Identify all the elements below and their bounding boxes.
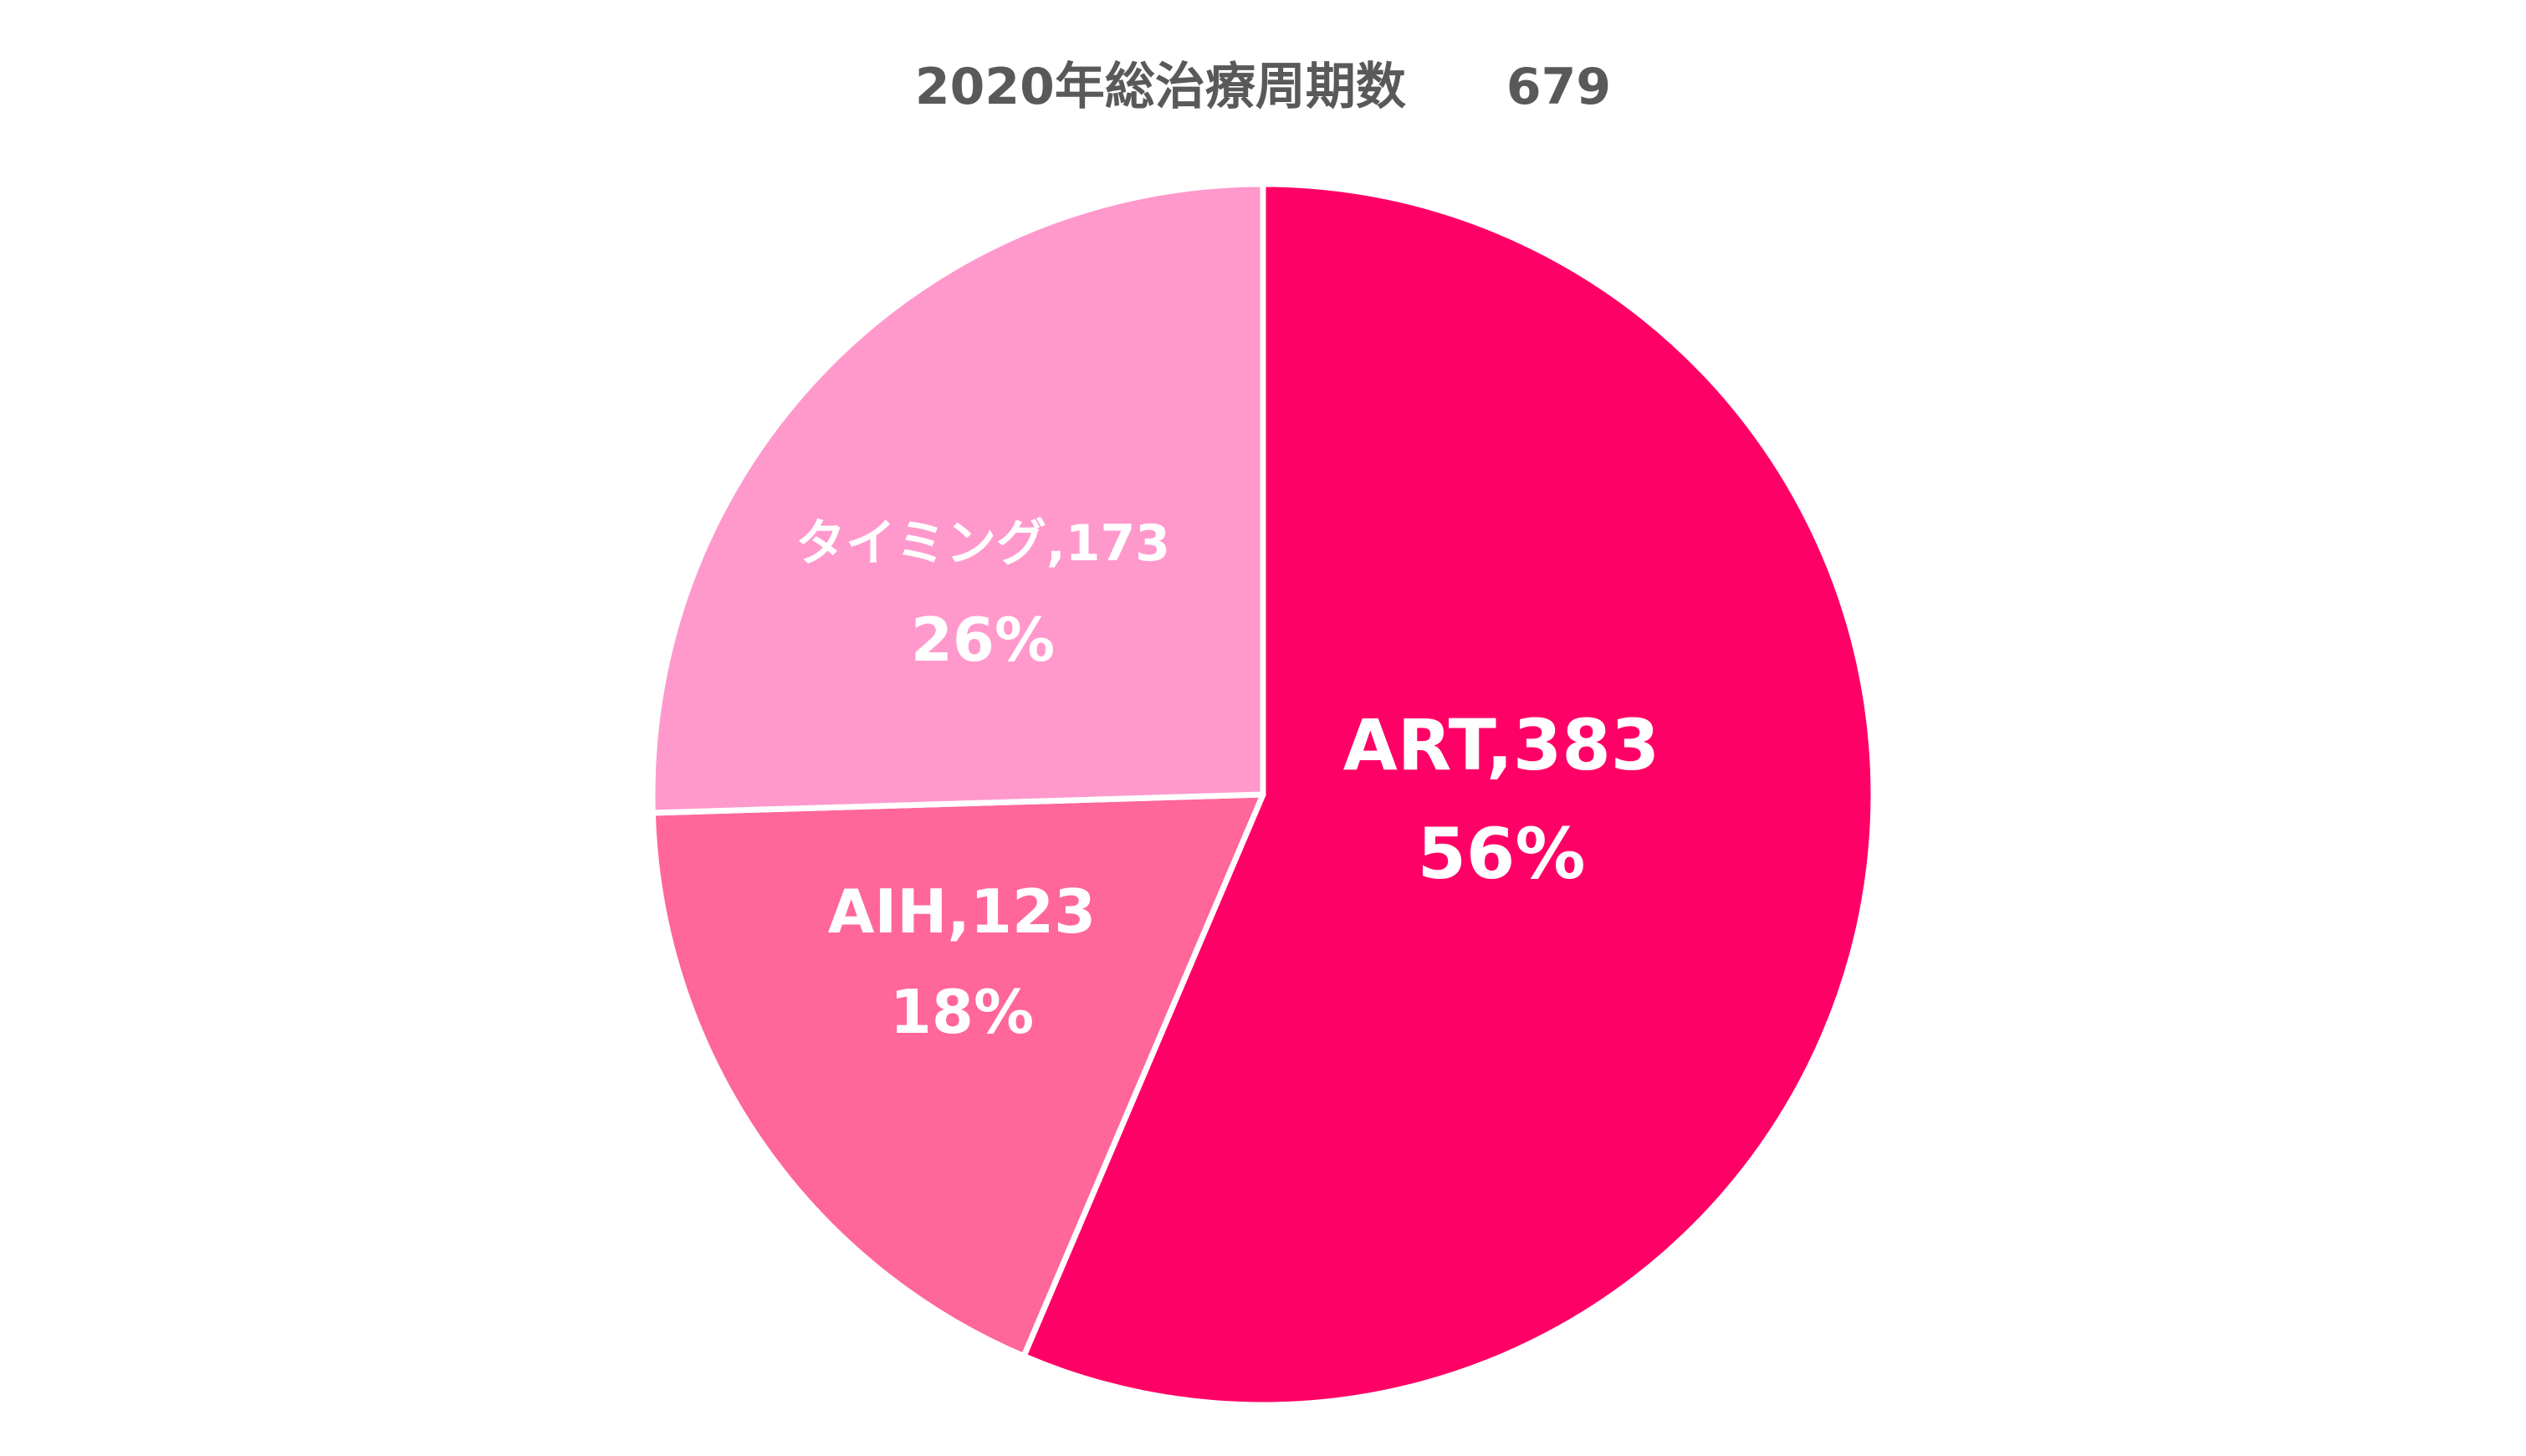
pie-labels: ART,383 56% AIH,123 18% タイミング,173 26%: [795, 514, 1659, 1047]
slice-percent-art: 56%: [1417, 813, 1585, 895]
pie-slice-タイミング: [649, 181, 1266, 816]
slice-label-art: ART,383: [1343, 704, 1660, 786]
chart-title: 2020年総治療周期数 679: [914, 58, 1612, 116]
pie-slice-aih: [649, 791, 1266, 1360]
slice-label-タイミング: タイミング,173: [795, 514, 1170, 573]
slice-percent-タイミング: 26%: [911, 605, 1055, 675]
pie-slice-art: [1020, 181, 1877, 1408]
slice-label-aih: AIH,123: [828, 876, 1096, 947]
pie-slices: [649, 181, 1877, 1408]
slice-percent-aih: 18%: [890, 977, 1034, 1047]
